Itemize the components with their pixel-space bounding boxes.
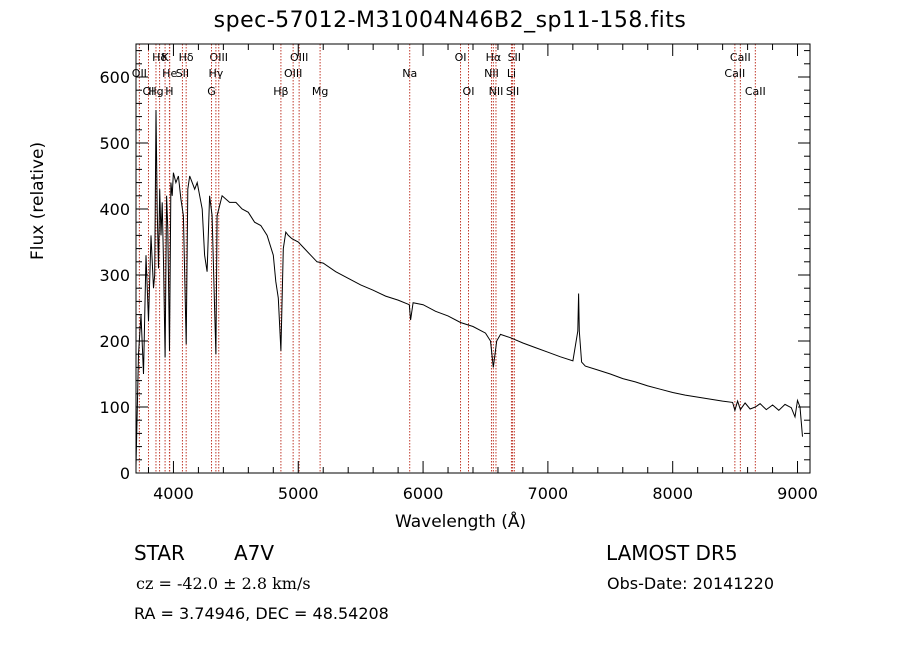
- y-tick-label: 300: [99, 266, 130, 285]
- coordinates: RA = 3.74946, DEC = 48.54208: [134, 604, 389, 623]
- line-marker-label: OI: [455, 51, 467, 64]
- line-marker-label: OII: [132, 67, 147, 80]
- spectrum-line: [135, 109, 803, 467]
- line-marker-label: OI: [143, 85, 155, 98]
- line-marker-label: OIII: [284, 67, 302, 80]
- x-tick-label: 5000: [278, 484, 319, 503]
- line-marker-label: He: [162, 67, 177, 80]
- redshift-value: cz = -42.0 ± 2.8 km/s: [136, 574, 311, 593]
- line-marker-label: OIII: [210, 51, 228, 64]
- y-tick-label: 100: [99, 398, 130, 417]
- line-marker-label: Hg: [148, 85, 163, 98]
- line-marker-label: SII: [508, 51, 521, 64]
- star-class: STAR: [134, 541, 185, 565]
- line-marker-label: Hγ: [208, 67, 223, 80]
- obs-date: Obs-Date: 20141220: [607, 574, 775, 593]
- y-axis-label: Flux (relative): [28, 141, 48, 260]
- line-marker-label: Hβ: [273, 85, 288, 98]
- line-marker-label: NII: [489, 85, 504, 98]
- line-marker-label: Na: [402, 67, 417, 80]
- line-marker-label: SII: [506, 85, 519, 98]
- line-marker-label: Hδ: [179, 51, 194, 64]
- y-tick-label: 200: [99, 332, 130, 351]
- line-marker-label: CaII: [745, 85, 766, 98]
- x-tick-label: 4000: [153, 484, 194, 503]
- x-tick-label: 7000: [528, 484, 569, 503]
- line-marker-label: CaII: [730, 51, 751, 64]
- plot-frame: [135, 43, 811, 474]
- line-marker-label: OIII: [290, 51, 308, 64]
- y-tick-label: 500: [99, 134, 130, 153]
- line-marker-label: H: [165, 85, 173, 98]
- x-tick-label: 8000: [652, 484, 693, 503]
- line-marker-label: Hα: [486, 51, 502, 64]
- y-tick-label: 400: [99, 200, 130, 219]
- line-marker-label: G: [207, 85, 216, 98]
- x-axis-label: Wavelength (Å): [395, 512, 527, 532]
- survey-name: LAMOST DR5: [606, 541, 738, 565]
- y-tick-label: 600: [99, 68, 130, 87]
- line-marker-label: CaII: [724, 67, 745, 80]
- line-marker-label: OI: [463, 85, 475, 98]
- x-tick-label: 6000: [403, 484, 444, 503]
- line-marker-label: Mg: [312, 85, 328, 98]
- line-marker-label: K: [161, 51, 169, 64]
- x-axis-ticks: 4000 5000 6000 7000 8000 9000: [147, 44, 818, 503]
- star-subclass: A7V: [234, 541, 275, 565]
- x-tick-label: 9000: [777, 484, 818, 503]
- line-marker-label: NII: [484, 67, 499, 80]
- y-tick-label: 0: [120, 464, 130, 483]
- y-axis-ticks: 0 100 200 300 400 500 600: [99, 50, 810, 483]
- line-marker-label: Li: [507, 67, 516, 80]
- line-marker-label: SII: [176, 67, 189, 80]
- chart-title: spec-57012-M31004N46B2_sp11-158.fits: [213, 8, 687, 33]
